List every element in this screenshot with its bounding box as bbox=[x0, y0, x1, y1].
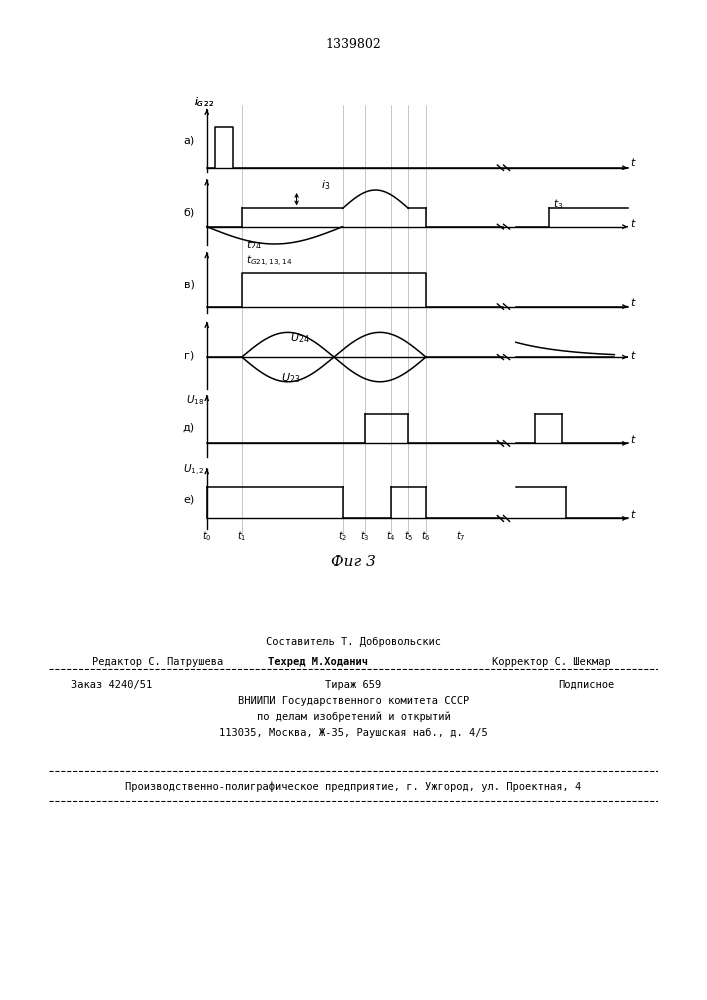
Text: $U_{23}$: $U_{23}$ bbox=[281, 371, 300, 385]
Text: е): е) bbox=[183, 494, 194, 504]
Text: Техред М.Ходанич: Техред М.Ходанич bbox=[268, 657, 368, 667]
Text: $t_{G21,13,14}$: $t_{G21,13,14}$ bbox=[246, 254, 293, 269]
Text: $U_{24}$: $U_{24}$ bbox=[290, 332, 310, 345]
Text: $t_3$: $t_3$ bbox=[553, 197, 563, 211]
Text: $t_4$: $t_4$ bbox=[386, 529, 396, 543]
Text: $t$: $t$ bbox=[630, 349, 636, 361]
Text: Тираж 659: Тираж 659 bbox=[325, 680, 382, 690]
Text: $U_{1,2}$: $U_{1,2}$ bbox=[182, 463, 204, 478]
Text: ВНИИПИ Государственного комитета СССР: ВНИИПИ Государственного комитета СССР bbox=[238, 696, 469, 706]
Text: в): в) bbox=[184, 279, 194, 289]
Text: Заказ 4240/51: Заказ 4240/51 bbox=[71, 680, 152, 690]
Text: $i_3$: $i_3$ bbox=[321, 178, 330, 192]
Text: $t_5$: $t_5$ bbox=[404, 529, 413, 543]
Text: $t$: $t$ bbox=[630, 296, 636, 308]
Text: $t_3$: $t_3$ bbox=[360, 529, 369, 543]
Text: Редактор С. Патрушева: Редактор С. Патрушева bbox=[92, 657, 223, 667]
Text: $i_{G\,22}$: $i_{G\,22}$ bbox=[194, 95, 215, 109]
Text: Подписное: Подписное bbox=[559, 680, 615, 690]
Text: $t_{24}$: $t_{24}$ bbox=[246, 238, 262, 252]
Text: $t$: $t$ bbox=[630, 508, 636, 520]
Text: $t_7$: $t_7$ bbox=[456, 529, 466, 543]
Text: д): д) bbox=[182, 422, 194, 432]
Text: $U_{18}$: $U_{18}$ bbox=[186, 393, 204, 407]
Text: $t_2$: $t_2$ bbox=[338, 529, 347, 543]
Text: $t$: $t$ bbox=[630, 217, 636, 229]
Text: г): г) bbox=[185, 351, 194, 361]
Text: а): а) bbox=[183, 136, 194, 146]
Text: $t_1$: $t_1$ bbox=[237, 529, 247, 543]
Text: по делам изобретений и открытий: по делам изобретений и открытий bbox=[257, 712, 450, 722]
Text: $t$: $t$ bbox=[630, 156, 636, 168]
Text: $t_6$: $t_6$ bbox=[421, 529, 431, 543]
Text: $t$: $t$ bbox=[630, 433, 636, 445]
Text: $t_0$: $t_0$ bbox=[202, 529, 211, 543]
Text: б): б) bbox=[183, 208, 194, 218]
Text: $i_{G\,22}$: $i_{G\,22}$ bbox=[194, 95, 215, 109]
Text: 113035, Москва, Ж-35, Раушская наб., д. 4/5: 113035, Москва, Ж-35, Раушская наб., д. … bbox=[219, 728, 488, 738]
Text: Корректор С. Шекмар: Корректор С. Шекмар bbox=[492, 657, 611, 667]
Text: Составитель Т. Добровольскис: Составитель Т. Добровольскис bbox=[266, 637, 441, 647]
Text: Производственно-полиграфическое предприятие, г. Ужгород, ул. Проектная, 4: Производственно-полиграфическое предприя… bbox=[125, 782, 582, 792]
Text: Фиг 3: Фиг 3 bbox=[331, 555, 376, 569]
Text: 1339802: 1339802 bbox=[326, 38, 381, 51]
